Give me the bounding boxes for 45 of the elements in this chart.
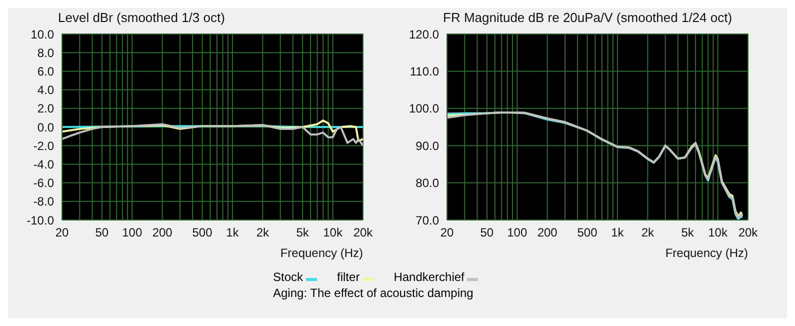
x-tick-label: 20	[440, 226, 454, 240]
y-tick-label: 2.0	[37, 102, 54, 116]
x-tick-label: 500	[577, 226, 598, 240]
x-axis-title: Frequency (Hz)	[279, 246, 364, 260]
legend-label: Handkerchief	[394, 270, 464, 284]
y-tick-label: -10.0	[26, 213, 54, 228]
y-tick-label: 120.0	[408, 27, 440, 42]
x-axis-title: Frequency (Hz)	[664, 246, 749, 260]
x-tick-label: 1k	[611, 226, 625, 240]
x-tick-label: 200	[152, 226, 173, 240]
y-tick-label: 80.0	[416, 176, 440, 190]
x-tick-label: 50	[95, 226, 109, 240]
x-tick-label: 10k	[708, 226, 728, 240]
x-tick-label: 100	[507, 226, 528, 240]
x-tick-label: 50	[480, 226, 494, 240]
x-tick-label: 200	[537, 226, 558, 240]
y-tick-label: 8.0	[37, 46, 54, 60]
y-tick-label: 10.0	[30, 27, 54, 42]
x-tick-label: 2k	[641, 226, 655, 240]
x-tick-label: 5k	[681, 226, 695, 240]
x-tick-label: 1k	[226, 226, 240, 240]
chart-title: Level dBr (smoothed 1/3 oct)	[58, 10, 226, 27]
x-tick-label: 20k	[738, 226, 759, 240]
x-tick-label: 20k	[353, 226, 374, 240]
x-tick-label: 5k	[296, 226, 310, 240]
x-tick-label: 20	[55, 226, 69, 240]
y-tick-label: 70.0	[416, 213, 440, 228]
y-tick-label: 90.0	[416, 138, 440, 153]
y-tick-label: -2.0	[33, 138, 54, 153]
legend-label: filter	[337, 270, 360, 284]
y-tick-label: -8.0	[33, 194, 54, 209]
y-tick-label: -6.0	[33, 176, 54, 190]
y-tick-label: 110.0	[410, 64, 440, 78]
legend-label: Stock	[273, 270, 304, 284]
y-tick-label: 0.0	[37, 120, 54, 134]
chart-title: FR Magnitude dB re 20uPa/V (smoothed 1/24 oct)	[443, 10, 734, 27]
y-tick-label: 100.0	[408, 102, 440, 116]
y-tick-label: -4.0	[33, 157, 54, 172]
y-tick-label: 6.0	[37, 64, 54, 78]
x-tick-label: 100	[122, 226, 142, 240]
y-tick-label: 4.0	[37, 83, 54, 98]
text: Aging: The effect of acoustic damping	[273, 286, 474, 300]
x-tick-label: 2k	[256, 226, 270, 240]
x-tick-label: 10k	[323, 226, 344, 240]
x-tick-label: 500	[192, 226, 213, 240]
